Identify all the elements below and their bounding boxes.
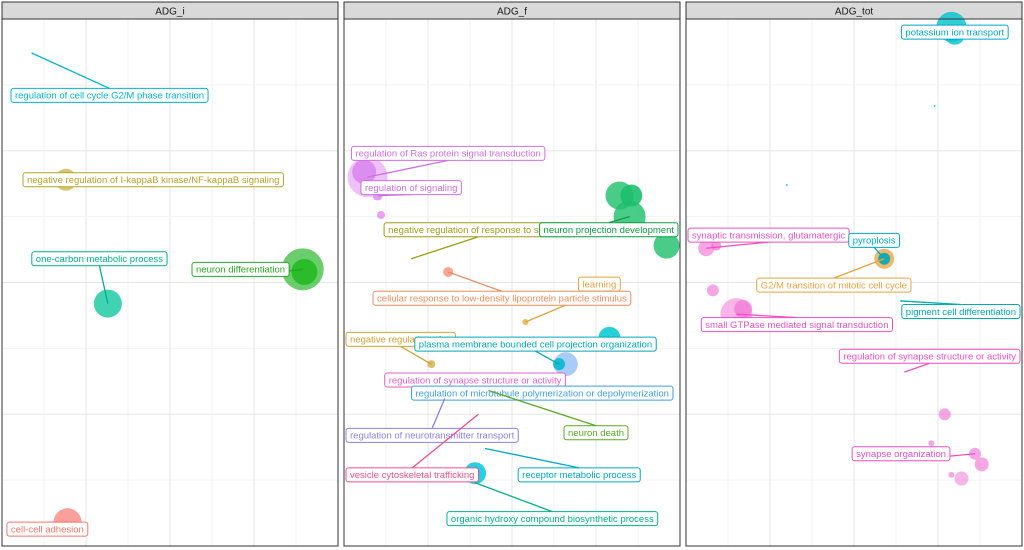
data-point — [785, 184, 788, 187]
label-leader-line — [474, 482, 553, 513]
label-box — [414, 336, 657, 352]
label-box — [446, 511, 659, 527]
label-box — [901, 303, 1021, 319]
label-leader-line — [904, 362, 930, 373]
data-point — [706, 284, 719, 297]
point-label: regulation of microtubule polymerization… — [416, 388, 669, 399]
point-label: neuron death — [568, 428, 624, 439]
label-box — [350, 145, 546, 161]
label-box — [345, 427, 519, 443]
data-point — [734, 299, 753, 318]
label-leader-line — [431, 398, 446, 429]
labels-group: regulation of Ras protein signal transdu… — [345, 145, 679, 527]
point-label: learning — [582, 279, 616, 290]
label-box — [191, 261, 290, 277]
panel-ADG_f: ADG_f regulation of Ras protein signal tr… — [343, 1, 681, 547]
label-box — [838, 348, 1021, 364]
label-leader-line — [608, 216, 630, 224]
panel-border — [1, 18, 339, 547]
labels-group: regulation of cell cycle G2/M phase tran… — [6, 52, 303, 537]
point-label: receptor metabolic process — [522, 470, 636, 481]
label-leader-line — [873, 246, 885, 260]
point-label: neuron differentiation — [196, 265, 285, 276]
point-label: potassium ion transport — [905, 27, 1004, 38]
point-label: synaptic transmission, glutamatergic — [692, 230, 845, 241]
point-label: vesicle cytoskeletal trafficking — [350, 470, 474, 481]
data-point — [933, 104, 936, 107]
panel-strip-title: ADG_i — [155, 7, 184, 18]
label-leader-line — [833, 258, 885, 279]
point-label: regulation of cell cycle G2/M phase tran… — [15, 91, 204, 102]
panel-strip-title: ADG_tot — [835, 7, 874, 18]
label-leader-line — [98, 265, 109, 304]
label-box — [756, 277, 912, 293]
data-point — [376, 211, 385, 220]
point-label: G2/M transition of mitotic cell cycle — [761, 280, 907, 291]
label-leader-line — [411, 413, 479, 469]
point-label: pyroplosis — [853, 236, 896, 247]
label-box — [345, 467, 479, 483]
point-label: neuron projection development — [544, 225, 675, 236]
point-label: small GTPase mediated signal transductio… — [705, 320, 888, 331]
label-box — [411, 385, 674, 401]
label-box — [517, 467, 641, 483]
point-label: organic hydroxy compound biosynthetic pr… — [451, 514, 654, 525]
panel-border — [343, 18, 681, 547]
data-point — [954, 471, 969, 486]
point-label: negative regulation of response to stimu… — [388, 225, 569, 236]
label-leader-line — [367, 159, 449, 178]
point-label: negative regulation of ... — [350, 335, 451, 346]
data-point — [291, 258, 318, 285]
data-point — [948, 471, 955, 478]
data-point — [352, 159, 377, 184]
point-label: cellular response to low-density lipopro… — [377, 294, 627, 305]
label-leader-line — [447, 271, 503, 292]
label-leader-line — [535, 350, 560, 365]
point-label: regulation of signaling — [365, 183, 457, 194]
label-leader-line — [31, 52, 110, 90]
label-box — [563, 425, 629, 441]
label-box — [6, 521, 89, 537]
data-point — [938, 408, 951, 421]
label-box — [539, 222, 679, 238]
panel-ADG_i: ADG_i regulation of cell cycle G2/M phase… — [1, 1, 339, 547]
label-leader-line — [484, 447, 580, 469]
point-label: regulation of neurotransmitter transport — [350, 431, 515, 442]
point-label: one-carbon metabolic process — [36, 254, 164, 265]
data-point — [553, 352, 578, 377]
label-box — [700, 317, 893, 333]
label-leader-line — [410, 236, 479, 260]
label-box — [360, 180, 462, 196]
point-label: pigment cell differentiation — [906, 307, 1016, 318]
label-box — [10, 87, 209, 103]
panel-border — [685, 18, 1023, 547]
labels-group: potassium ion transport synaptic transmis… — [687, 24, 1021, 462]
point-label: plasma membrane bounded cell projection … — [419, 339, 652, 350]
label-box — [900, 24, 1009, 40]
label-leader-line — [736, 313, 797, 319]
point-label: synapse organization — [856, 449, 946, 460]
data-point — [974, 457, 989, 472]
data-point — [928, 440, 935, 447]
label-leader-line — [901, 300, 961, 306]
data-point — [653, 232, 680, 259]
label-box — [848, 232, 901, 248]
point-label: regulation of Ras protein signal transdu… — [355, 149, 540, 160]
point-label: regulation of synapse structure or activ… — [389, 375, 562, 386]
point-label: regulation of synapse structure or activ… — [843, 352, 1016, 363]
panel-strip-title: ADG_f — [497, 7, 527, 18]
point-label: negative regulation of I-kappaB kinase/N… — [27, 175, 279, 186]
label-leader-line — [488, 389, 597, 427]
point-label: cell-cell adhesion — [11, 524, 84, 535]
label-box — [31, 251, 168, 267]
label-leader-line — [400, 345, 432, 365]
data-point — [620, 184, 643, 207]
label-box — [372, 290, 632, 306]
label-box — [22, 172, 284, 188]
panel-ADG_tot: ADG_tot potassium ion transport synaptic t… — [685, 1, 1023, 547]
label-leader-line — [706, 241, 769, 249]
label-box — [851, 446, 951, 462]
